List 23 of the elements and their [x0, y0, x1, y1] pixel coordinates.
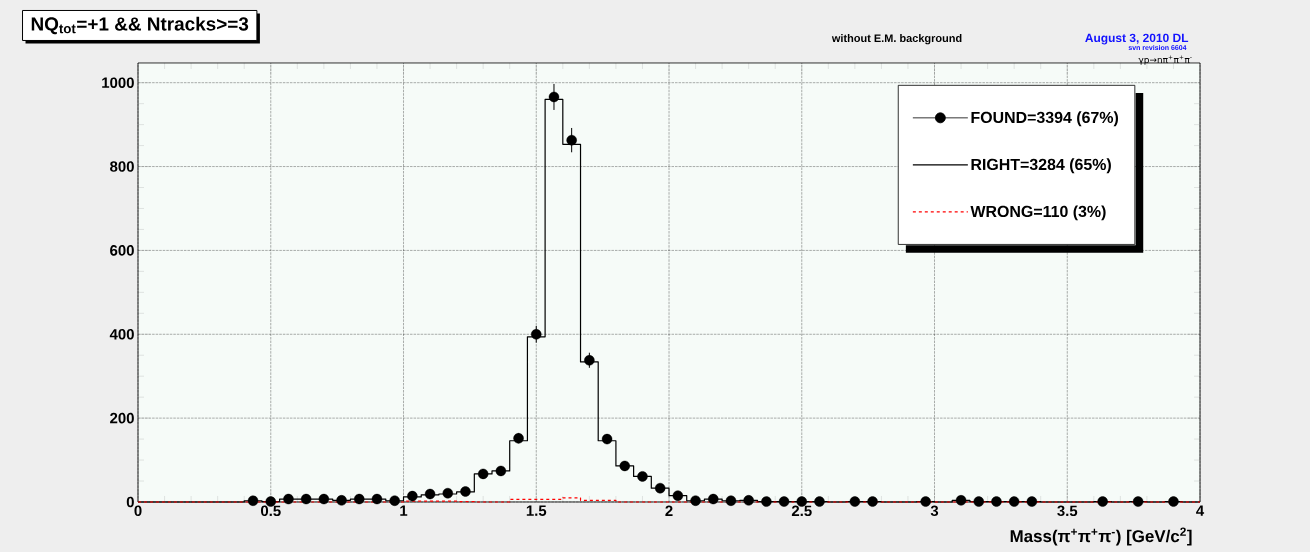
x-tick-label: 3.5 [1057, 505, 1078, 517]
legend-label: WRONG=110 (3%) [970, 205, 1106, 221]
x-tick-label: 2.5 [791, 505, 812, 517]
y-tick-label: 800 [110, 161, 134, 172]
y-tick-label: 400 [109, 328, 134, 340]
y-tick-label: 600 [110, 245, 134, 256]
x-tick-label: 1.5 [526, 505, 547, 516]
text: August 3, 2010 DL [1085, 33, 1189, 45]
chart-subtitle: without E.M. background [831, 34, 962, 45]
x-tick-label: 4 [1196, 505, 1205, 516]
annotation: γp→nπ$^{+}$π$^{+}$π$^{-}$ [1138, 55, 1192, 65]
x-tick-label: 0.5 [260, 505, 281, 517]
legend-label: RIGHT=3284 (65%) [971, 158, 1111, 174]
x-tick-label: 3 [930, 505, 939, 517]
y-tick-label: 1000 [102, 77, 134, 88]
y-tick-label: 0 [126, 496, 134, 508]
x-tick-label: 1 [400, 505, 408, 516]
x-tick-label: 2 [665, 505, 673, 516]
x-tick-label: 0 [134, 505, 142, 517]
y-tick-label: 200 [110, 412, 134, 424]
text: Mass(π$^{+}$π$^{+}$π$^{-}$) [GeV/c$^{2}$] [1010, 527, 1192, 546]
chart-title: NQ$_{tot}$=+1 && Ntracks>=3 [31, 16, 249, 35]
legend-label: FOUND=3394 (67%) [971, 111, 1119, 127]
